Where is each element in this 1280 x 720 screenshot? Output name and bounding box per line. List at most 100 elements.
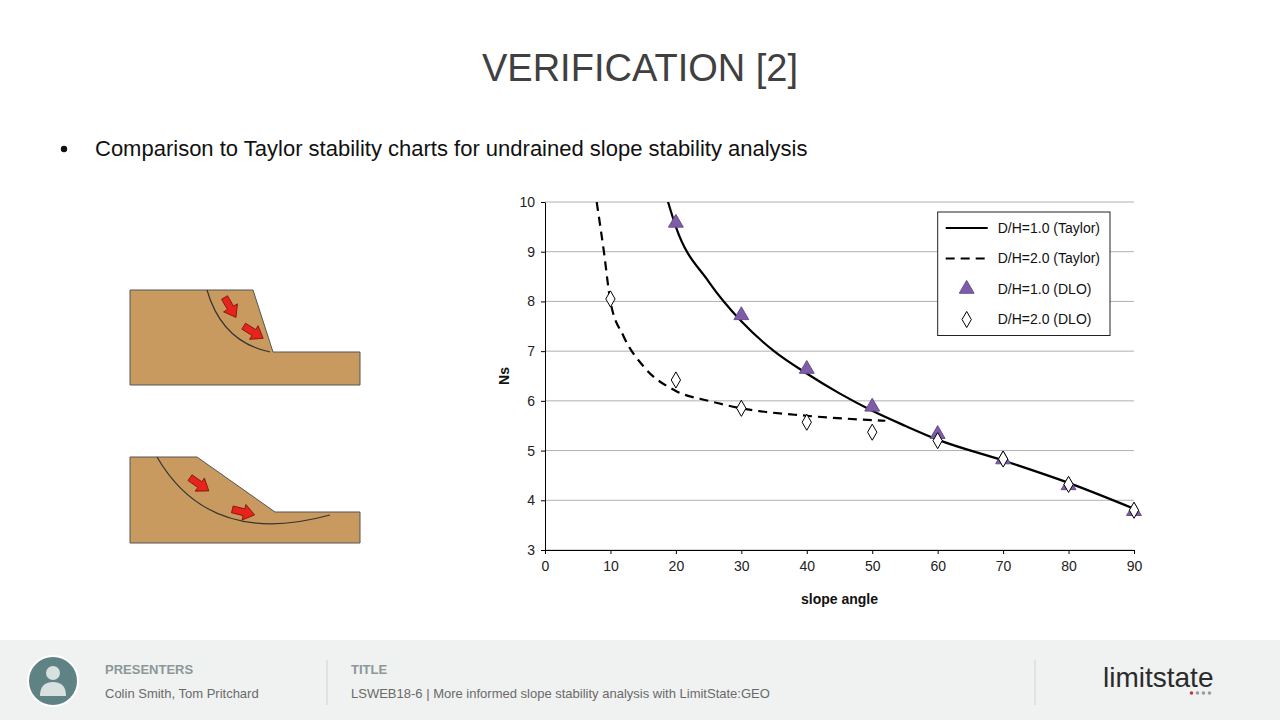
- footer-divider: [1035, 660, 1036, 705]
- logo-dot: [1196, 691, 1200, 695]
- presentation-title: LSWEB18-6 | More informed slope stabilit…: [351, 686, 770, 701]
- y-tick: 7: [527, 343, 545, 359]
- x-tick-label: 10: [603, 558, 619, 574]
- x-tick-mark: [938, 550, 939, 554]
- chart: 0102030405060708090345678910slope angleN…: [496, 194, 1142, 607]
- legend-label: D/H=1.0 (DLO): [998, 281, 1092, 297]
- logo-dot: [1190, 691, 1194, 695]
- x-tick: 80: [1061, 550, 1077, 574]
- x-tick-mark: [741, 550, 742, 554]
- x-tick-label: 90: [1127, 558, 1143, 574]
- x-tick: 30: [734, 550, 750, 574]
- x-tick-mark: [872, 550, 873, 554]
- movement-arrow: [218, 293, 243, 321]
- y-tick-label: 3: [527, 542, 535, 558]
- bullet-dot: [61, 146, 67, 152]
- x-axis-title: slope angle: [801, 591, 878, 607]
- x-tick-label: 20: [669, 558, 685, 574]
- x-tick-label: 30: [734, 558, 750, 574]
- x-tick-label: 0: [542, 558, 550, 574]
- series-point: [737, 400, 746, 416]
- legend-label: D/H=2.0 (Taylor): [998, 250, 1100, 266]
- y-tick: 6: [527, 393, 545, 409]
- x-axis: 0102030405060708090: [542, 550, 1143, 574]
- series-point: [933, 433, 942, 449]
- x-tick-mark: [610, 550, 611, 554]
- y-grid-line: [545, 550, 1134, 551]
- y-tick-label: 7: [527, 343, 535, 359]
- footer: PRESENTERS Colin Smith, Tom Pritchard TITL…: [0, 640, 1280, 720]
- grid: [545, 202, 1134, 550]
- series-point: [668, 214, 683, 227]
- y-axis-line: [545, 203, 546, 551]
- y-tick-label: 5: [527, 443, 535, 459]
- series-point: [865, 398, 880, 411]
- x-tick: 50: [865, 550, 881, 574]
- x-tick: 0: [542, 550, 550, 574]
- presenters-heading: PRESENTERS: [105, 662, 193, 677]
- y-grid-line: [545, 450, 1134, 451]
- series-point: [868, 424, 877, 440]
- y-tick-label: 6: [527, 393, 535, 409]
- steep-slope-slip-surface: [207, 290, 270, 352]
- steep-slope-ground: [130, 290, 360, 385]
- logo-dot: [1208, 691, 1212, 695]
- y-tick-label: 9: [527, 244, 535, 260]
- slide-canvas: VERIFICATION [2]Comparison to Taylor sta…: [0, 0, 1280, 720]
- x-tick: 40: [799, 550, 815, 574]
- y-tick-mark: [541, 252, 545, 253]
- y-tick: 9: [527, 244, 545, 260]
- y-tick-label: 10: [519, 194, 535, 210]
- series-line: [597, 202, 886, 421]
- y-tick-mark: [541, 351, 545, 352]
- bullet-text: Comparison to Taylor stability charts fo…: [95, 136, 808, 161]
- presenter-avatar: [28, 656, 78, 706]
- y-tick-label: 4: [527, 492, 535, 508]
- legend-swatch: [946, 257, 988, 259]
- y-grid-line: [545, 202, 1134, 203]
- series-point: [802, 414, 811, 430]
- y-tick: 8: [527, 293, 545, 309]
- legend-box: [938, 212, 1110, 336]
- y-tick-mark: [541, 301, 545, 302]
- y-grid-line: [545, 351, 1134, 352]
- shallow-slope-slip-surface: [157, 457, 330, 524]
- y-tick-mark: [541, 550, 545, 551]
- movement-arrow: [239, 319, 267, 345]
- x-tick: 60: [930, 550, 946, 574]
- series-points: [606, 214, 1142, 518]
- title-heading: TITLE: [351, 662, 387, 677]
- footer-bar: [0, 640, 1280, 720]
- x-axis-line: [546, 550, 1135, 551]
- shallow-slope-ground: [130, 457, 360, 543]
- y-tick: 3: [527, 542, 545, 558]
- avatar-body: [40, 682, 66, 696]
- movement-arrow: [230, 502, 256, 523]
- series-lines: [597, 202, 1134, 509]
- y-grid-line: [545, 500, 1134, 501]
- y-tick-mark: [541, 401, 545, 402]
- y-tick-label: 8: [527, 293, 535, 309]
- series-point: [799, 360, 814, 373]
- series-point: [998, 451, 1007, 467]
- y-axis: 3 4 5 6 7 8 9 10: [519, 194, 545, 558]
- x-tick-label: 40: [799, 558, 815, 574]
- x-tick: 20: [669, 550, 685, 574]
- legend-label: D/H=2.0 (DLO): [998, 311, 1092, 327]
- series-point: [671, 372, 680, 388]
- legend-swatch: [959, 280, 974, 293]
- slide: VERIFICATION [2]Comparison to Taylor sta…: [0, 0, 1280, 720]
- series-line: [668, 202, 1134, 509]
- y-tick-mark: [541, 451, 545, 452]
- x-tick-mark: [676, 550, 677, 554]
- x-tick-label: 80: [1061, 558, 1077, 574]
- legend: D/H=1.0 (Taylor) D/H=2.0 (Taylor) D/H=1.0 …: [938, 212, 1110, 336]
- x-tick-mark: [1003, 550, 1004, 554]
- slope-diagrams: [130, 290, 360, 543]
- logo-dot: [1202, 691, 1206, 695]
- legend-label: D/H=1.0 (Taylor): [998, 220, 1100, 236]
- legend-swatch: [962, 311, 971, 327]
- series-point: [606, 291, 615, 307]
- presenters: Colin Smith, Tom Pritchard: [105, 686, 259, 701]
- legend-swatch: [946, 227, 988, 229]
